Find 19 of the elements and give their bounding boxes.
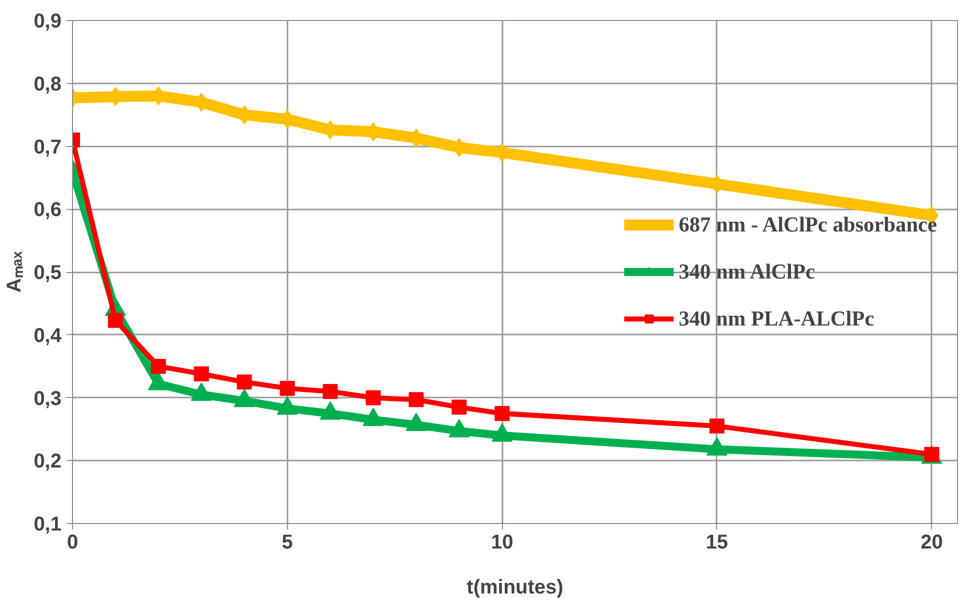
y-tick-label: 0,6 <box>34 199 62 222</box>
y-axis-title: Aₘₐₓ <box>4 250 26 293</box>
y-tick-label: 0,2 <box>34 450 62 473</box>
x-tick-label: 15 <box>706 532 728 554</box>
y-tick-label: 0,5 <box>34 262 62 284</box>
x-tick-label: 5 <box>282 532 293 554</box>
y-tick-label: 0,7 <box>34 136 62 158</box>
y-tick-label: 0,1 <box>34 514 62 536</box>
x-axis-title: t(minutes) <box>466 576 564 598</box>
legend-label: 340 nm PLA-ALClPc <box>678 306 874 331</box>
legend-label: 687 nm - AlClPc absorbance <box>678 212 937 237</box>
y-tick-label: 0,4 <box>34 324 62 347</box>
y-tick-label: 0,9 <box>34 10 62 32</box>
y-tick-label: 0,3 <box>34 388 62 410</box>
x-tick-label: 0 <box>66 532 78 554</box>
y-tick-label: 0,8 <box>34 73 62 96</box>
x-tick-label: 20 <box>920 532 943 554</box>
legend-label: 340 nm AlClPc <box>678 259 815 284</box>
x-tick-label: 10 <box>490 532 514 554</box>
